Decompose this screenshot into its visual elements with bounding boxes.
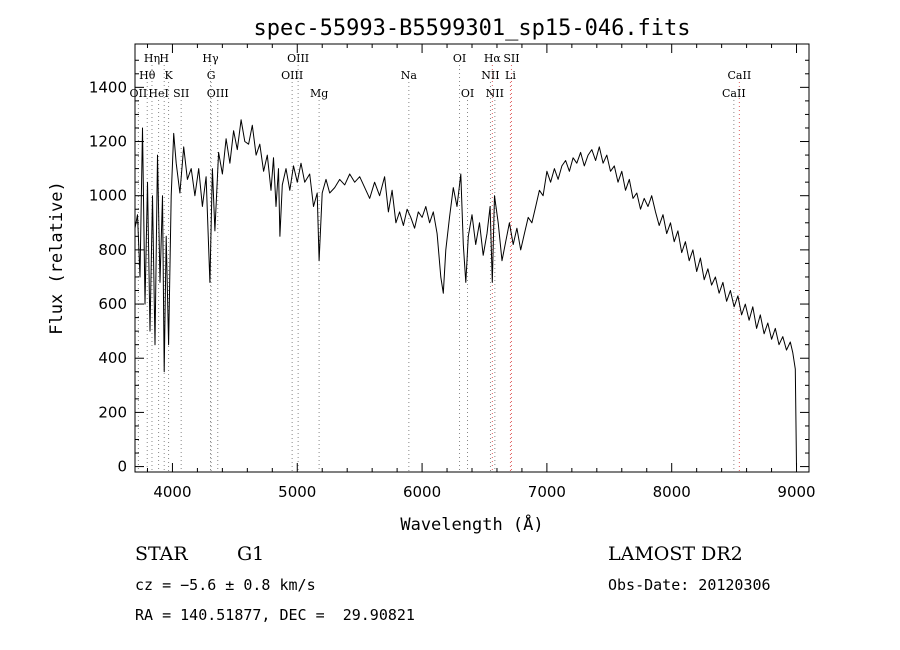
marker-label-1: Hθ	[139, 69, 156, 82]
spectrum-chart: spec-55993-B5599301_sp15-046.fits OIIHθH…	[47, 16, 816, 535]
x-tick-label-2: 6000	[403, 483, 441, 501]
y-tick-label-1: 200	[98, 403, 127, 421]
redshift-text: cz = −5.6 ± 0.8 km/s	[135, 576, 316, 594]
y-tick-label-5: 1000	[89, 187, 127, 205]
marker-label-5: K	[164, 69, 173, 82]
spectrum-line	[134, 119, 797, 467]
marker-label-10: OIII	[281, 69, 303, 82]
marker-label-21: CaII	[728, 69, 752, 82]
x-tick-label-1: 5000	[278, 483, 316, 501]
marker-label-17: NII	[481, 69, 499, 82]
marker-label-20: Li	[505, 69, 516, 82]
marker-label-7: Hγ	[202, 52, 219, 65]
plot-frame	[134, 43, 810, 473]
x-axis-label: Wavelength (Å)	[400, 513, 543, 535]
y-tick-label-3: 600	[98, 295, 127, 313]
y-tick-label-7: 1400	[89, 78, 127, 96]
marker-label-8: G	[207, 69, 216, 82]
marker-label-4: H	[159, 52, 169, 65]
observation-date: Obs-Date: 20120306	[608, 576, 771, 594]
axes: 4000 5000 6000 7000 8000 9000 0 200 400 600 800 100…	[89, 44, 816, 501]
marker-label-14: OI	[453, 52, 466, 65]
marker-label-15: OI	[461, 87, 474, 100]
marker-label-6: SII	[173, 87, 189, 100]
y-axis-label: Flux (relative)	[47, 181, 67, 335]
coordinates-text: RA = 140.51877, DEC = 29.90821	[135, 606, 415, 624]
marker-label-13: Na	[401, 69, 418, 82]
x-tick-label-0: 4000	[153, 483, 191, 501]
marker-label-18: NII	[486, 87, 504, 100]
x-tick-label-3: 7000	[528, 483, 566, 501]
marker-label-12: Mg	[310, 87, 328, 100]
spectral-line-markers: OIIHθHηHeIHKSIIHγGOIIIOIIIOIIIMgNaOIOIHα…	[130, 52, 752, 472]
object-subclass: G1	[237, 543, 265, 565]
marker-label-16: Hα	[484, 52, 502, 65]
y-tick-label-0: 0	[117, 458, 127, 476]
object-class: STAR	[135, 543, 188, 565]
marker-label-2: Hη	[144, 52, 160, 65]
marker-label-0: OII	[130, 87, 148, 100]
y-tick-label-4: 800	[98, 241, 127, 259]
marker-label-9: OIII	[207, 87, 229, 100]
marker-label-19: SII	[503, 52, 519, 65]
survey-name: LAMOST DR2	[608, 543, 743, 565]
spectrum-line-group	[134, 119, 797, 467]
x-tick-label-5: 9000	[777, 483, 815, 501]
chart-title: spec-55993-B5599301_sp15-046.fits	[253, 16, 690, 41]
y-tick-label-2: 400	[98, 349, 127, 367]
marker-label-22: CaII	[722, 87, 746, 100]
y-tick-label-6: 1200	[89, 133, 127, 151]
marker-label-11: OIII	[287, 52, 309, 65]
x-tick-label-4: 8000	[653, 483, 691, 501]
marker-label-3: HeI	[148, 87, 168, 100]
